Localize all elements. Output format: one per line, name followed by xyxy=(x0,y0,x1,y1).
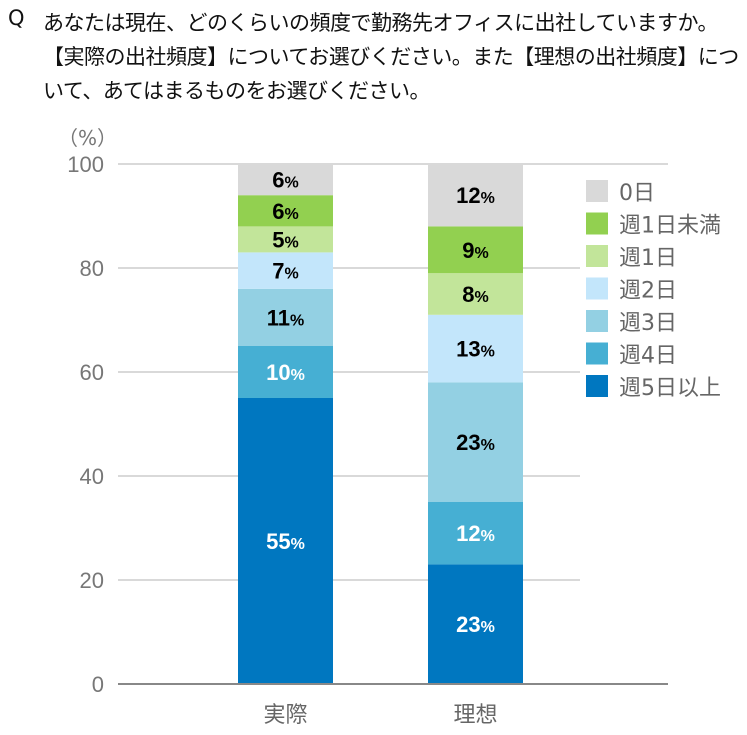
bar-segment xyxy=(238,346,333,398)
data-label: 6% xyxy=(272,199,298,224)
bar-segment xyxy=(428,314,523,383)
data-label: 55% xyxy=(266,529,305,554)
legend-label: 週2日 xyxy=(619,279,677,304)
data-label: 12% xyxy=(456,183,495,208)
question-marker: Q xyxy=(8,6,25,30)
legend-swatch xyxy=(586,180,608,202)
bar-segment xyxy=(238,226,333,253)
bar-segment xyxy=(238,288,333,346)
legend-swatch xyxy=(586,342,608,365)
bar-segment xyxy=(428,502,523,565)
data-label: 8% xyxy=(462,282,488,307)
y-tick-label: 20 xyxy=(80,568,104,593)
data-label: 10% xyxy=(266,360,305,385)
data-label: 11% xyxy=(267,305,305,330)
data-label: 6% xyxy=(272,168,298,193)
y-tick-label: 60 xyxy=(80,360,104,385)
bar-segment xyxy=(428,564,523,684)
legend-label: 0日 xyxy=(619,181,655,206)
y-tick-label: 100 xyxy=(67,152,104,177)
data-label: 12% xyxy=(456,521,495,546)
question-text: あなたは現在、どのくらいの頻度で勤務先オフィスに出社していますか。【実際の出社頻… xyxy=(43,11,739,103)
legend-label: 週3日 xyxy=(619,311,677,336)
y-tick-label: 0 xyxy=(92,672,104,697)
bar-segment xyxy=(238,195,333,227)
legend-swatch xyxy=(586,245,608,267)
data-label: 23% xyxy=(456,612,495,637)
x-tick-label: 理想 xyxy=(453,703,497,728)
legend-swatch xyxy=(586,277,608,300)
legend-swatch xyxy=(586,212,608,235)
x-tick-label: 実際 xyxy=(263,703,307,728)
bar-segment xyxy=(428,273,523,315)
bar-segment xyxy=(238,398,333,684)
legend-label: 週5日以上 xyxy=(619,376,721,401)
data-label: 7% xyxy=(272,259,298,284)
legend-label: 週1日未満 xyxy=(619,214,721,239)
legend-swatch xyxy=(586,310,608,332)
bar-segment xyxy=(428,226,523,274)
y-tick-label: 80 xyxy=(80,256,104,281)
data-label: 23% xyxy=(456,430,495,455)
y-tick-label: 40 xyxy=(80,464,104,489)
bar-segment xyxy=(428,164,523,227)
legend-label: 週4日 xyxy=(619,344,677,369)
bar-segment xyxy=(238,252,333,289)
y-axis-unit: （%） xyxy=(58,126,118,150)
bar-segment xyxy=(238,164,333,196)
data-label: 9% xyxy=(462,238,488,263)
bar-segment xyxy=(428,382,523,502)
data-label: 5% xyxy=(272,227,298,252)
legend-label: 週1日 xyxy=(619,246,677,271)
legend-swatch xyxy=(586,375,608,397)
data-label: 13% xyxy=(456,337,495,362)
